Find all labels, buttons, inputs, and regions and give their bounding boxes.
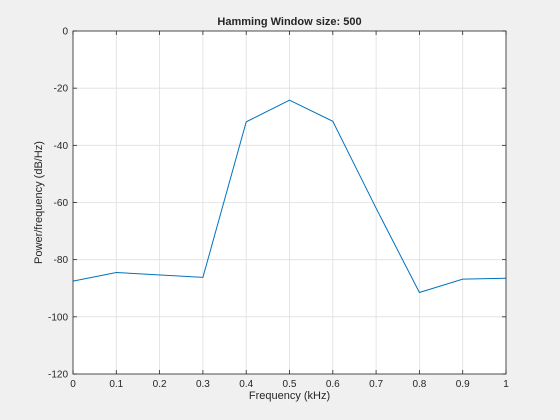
y-tick-label: -100 [48,312,68,323]
x-tick-label: 0.8 [412,379,426,390]
y-tick-label: -80 [54,255,69,266]
ticks: 0 0.1 0.2 0.3 0.4 0.5 0.6 0.7 0.8 0.9 1 0 -20 -40 -60 -… [48,27,509,391]
x-tick-label: 0.4 [239,379,253,390]
x-tick-label: 0.5 [283,379,297,390]
chart-title: Hamming Window size: 500 [217,16,361,28]
y-tick-label: -20 [54,84,69,95]
x-tick-label: 0.1 [109,379,123,390]
x-tick-label: 0.7 [369,379,383,390]
series-line [72,99,507,294]
y-tick-label: 0 [62,27,68,38]
x-tick-label: 0.2 [153,379,167,390]
y-tick-label: -60 [54,198,69,209]
x-tick-label: 1 [503,379,509,390]
y-axis-label: Power/frequency (dB/Hz) [33,141,45,264]
y-tick-label: -40 [54,141,69,152]
series-layer [72,99,507,294]
x-tick-label: 0.3 [196,379,210,390]
y-tick-label: -120 [48,370,68,381]
x-tick-label: 0.6 [326,379,340,390]
x-tick-label: 0 [70,379,76,390]
x-axis-label: Frequency (kHz) [249,390,330,402]
x-tick-label: 0.9 [456,379,470,390]
